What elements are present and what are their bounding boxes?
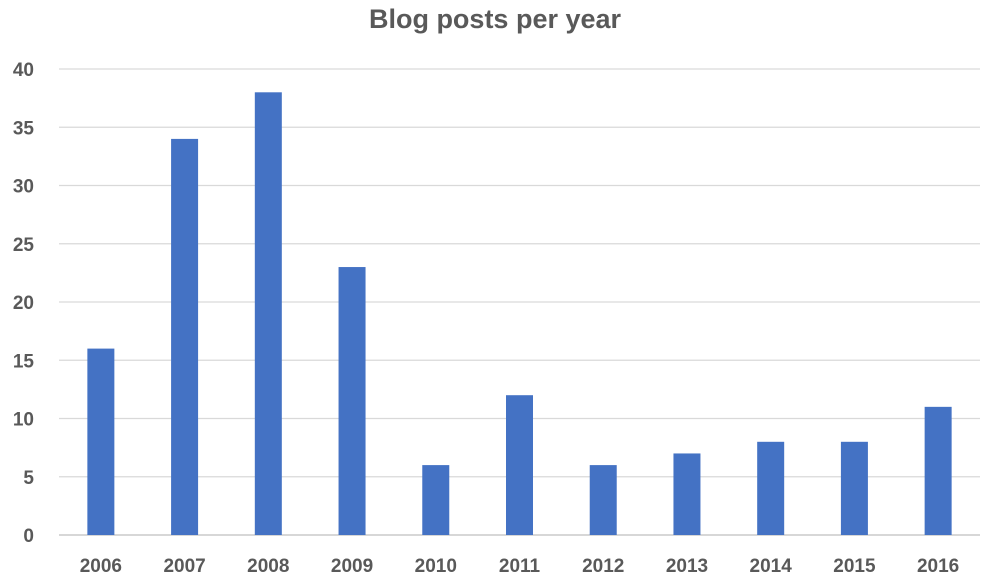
bar-2008	[254, 92, 282, 536]
bar-2014	[757, 441, 785, 535]
x-tick-label: 2012	[582, 556, 624, 577]
x-tick-label: 2015	[833, 556, 876, 577]
bar-2012	[589, 465, 617, 535]
bar-2011	[506, 395, 533, 535]
y-tick-label: 10	[13, 410, 34, 431]
bars	[87, 92, 952, 536]
x-tick-label: 2008	[247, 556, 289, 577]
bar-2010	[422, 465, 450, 535]
x-tick-label: 2010	[415, 556, 457, 577]
y-tick-label: 40	[13, 60, 34, 81]
x-axis-ticks: 2006 2007 2008 2009 2010 2011 2012 2013 2014 2015…	[80, 556, 960, 577]
bar-2009	[338, 267, 366, 535]
x-tick-label: 2014	[750, 556, 793, 577]
bar-2007	[171, 138, 199, 535]
x-tick-label: 2016	[917, 556, 959, 577]
y-tick-label: 20	[13, 293, 34, 314]
x-tick-label: 2007	[163, 556, 205, 577]
x-tick-label: 2011	[499, 556, 541, 577]
y-tick-label: 35	[13, 118, 35, 139]
x-tick-label: 2009	[331, 556, 373, 577]
y-tick-label: 5	[23, 468, 34, 489]
bar-2015	[840, 441, 868, 535]
bar-2006	[87, 348, 115, 535]
y-tick-label: 15	[13, 351, 35, 372]
bar-2013	[673, 453, 701, 535]
y-tick-label: 30	[13, 177, 34, 198]
x-tick-label: 2006	[80, 556, 122, 577]
chart-title: Blog posts per year	[368, 4, 622, 34]
y-tick-label: 25	[13, 235, 35, 256]
y-axis-ticks: 0 5 10 15 20 25 30 35 40	[13, 60, 35, 547]
bar-2016	[924, 406, 952, 535]
x-tick-label: 2013	[666, 556, 708, 577]
y-tick-label: 0	[23, 526, 34, 547]
